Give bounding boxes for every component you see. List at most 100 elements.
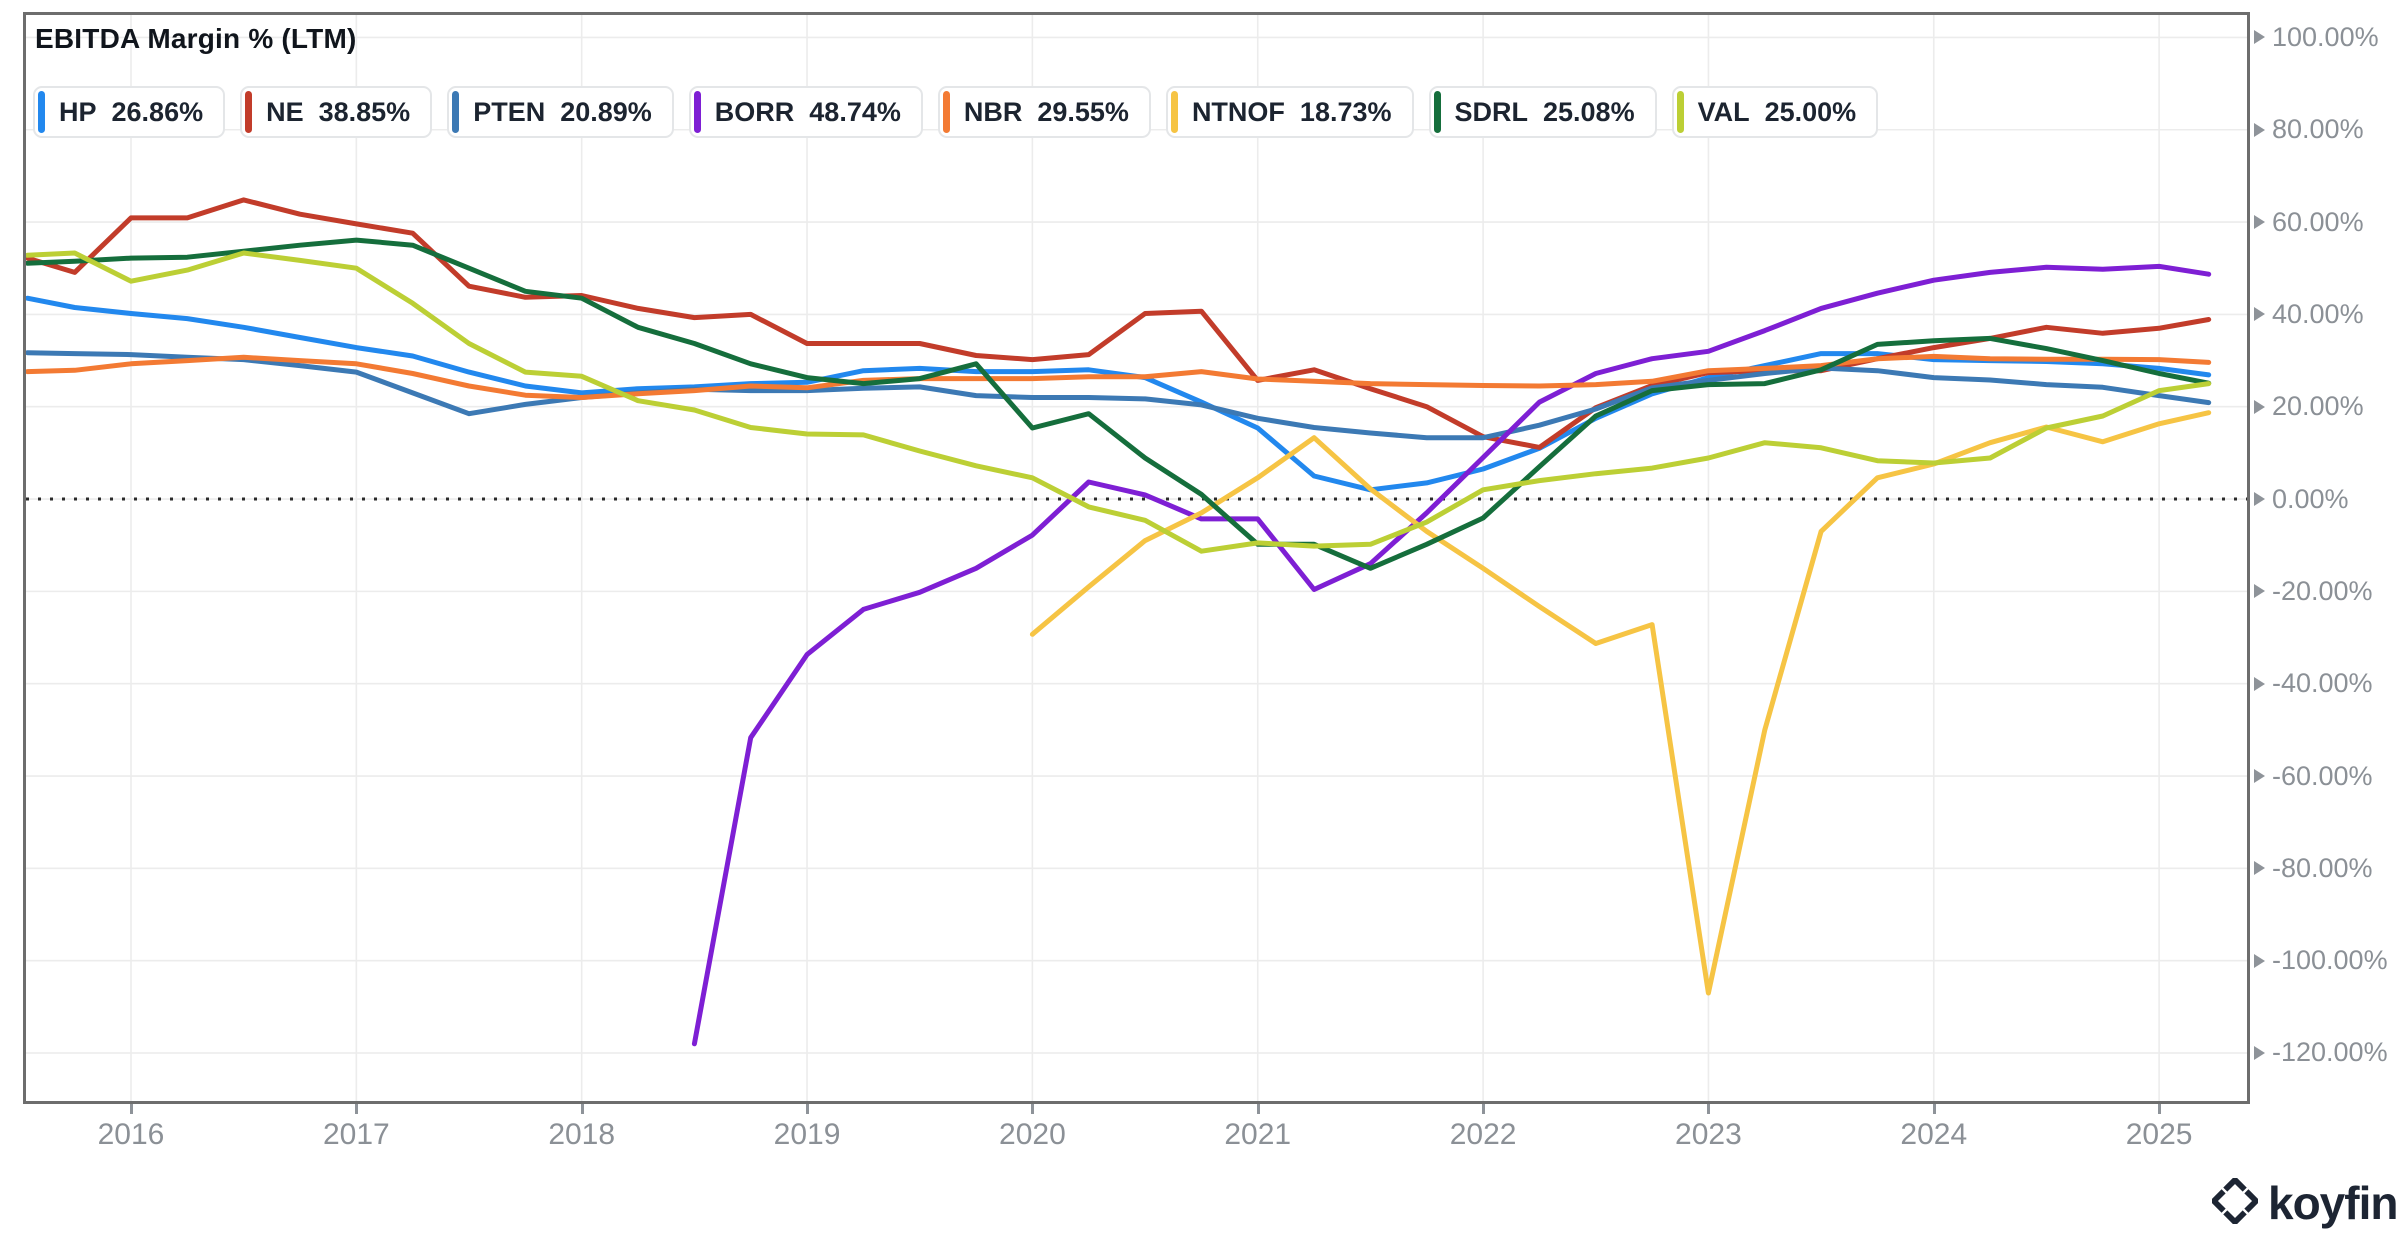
series-line-HP bbox=[26, 295, 2212, 493]
legend-chip-BORR[interactable]: BORR 48.74% bbox=[688, 86, 923, 138]
legend-color-bar bbox=[1676, 91, 1684, 133]
y-tick-text: -60.00% bbox=[2272, 760, 2373, 791]
legend-value: 25.00% bbox=[1764, 96, 1857, 127]
y-axis-label: -60.00% bbox=[2254, 759, 2373, 793]
chart-surface[interactable] bbox=[26, 15, 2247, 1101]
legend-value: 18.73% bbox=[1299, 96, 1392, 127]
koyfin-diamond-icon bbox=[2209, 1175, 2261, 1229]
x-axis-label: 2016 bbox=[97, 1118, 165, 1151]
legend-value: 25.08% bbox=[1543, 96, 1635, 127]
y-axis-label: 40.00% bbox=[2254, 297, 2364, 331]
legend-chip-PTEN[interactable]: PTEN 20.89% bbox=[447, 86, 674, 138]
legend-ticker: VAL bbox=[1697, 96, 1750, 127]
y-tick-arrow-icon bbox=[2254, 30, 2265, 45]
legend-ticker: NBR bbox=[963, 96, 1023, 127]
y-tick-arrow-icon bbox=[2254, 676, 2265, 691]
legend-ticker: SDRL bbox=[1454, 96, 1529, 127]
y-tick-arrow-icon bbox=[2254, 492, 2265, 507]
chart-title: EBITDA Margin % (LTM) bbox=[35, 23, 357, 54]
y-tick-arrow-icon bbox=[2254, 307, 2265, 322]
y-tick-text: -100.00% bbox=[2272, 945, 2388, 976]
legend-chip-NBR[interactable]: NBR 29.55% bbox=[937, 86, 1151, 138]
series-line-BORR bbox=[691, 263, 2212, 1047]
y-tick-text: 60.00% bbox=[2272, 206, 2364, 237]
y-axis-label: -80.00% bbox=[2254, 851, 2373, 885]
y-tick-text: -80.00% bbox=[2272, 852, 2373, 883]
legend: HP 26.86% NE 38.85% PTEN 20.89% BORR 48.74% NBR 2… bbox=[33, 86, 1879, 138]
x-tick-mark bbox=[2158, 1104, 2162, 1114]
x-tick-mark bbox=[355, 1104, 359, 1114]
legend-value: 38.85% bbox=[318, 96, 411, 127]
legend-value: 48.74% bbox=[809, 96, 901, 127]
legend-value: 29.55% bbox=[1037, 96, 1129, 127]
legend-chip-VAL[interactable]: VAL 25.00% bbox=[1671, 86, 1879, 138]
y-axis-label: 80.00% bbox=[2254, 113, 2364, 147]
y-tick-text: 100.00% bbox=[2272, 21, 2379, 52]
y-tick-text: 20.00% bbox=[2272, 391, 2364, 422]
series-line-SDRL bbox=[26, 237, 2212, 571]
legend-color-bar bbox=[38, 91, 45, 133]
legend-color-bar bbox=[452, 91, 460, 133]
y-tick-arrow-icon bbox=[2254, 215, 2265, 230]
series-line-PTEN bbox=[26, 350, 2212, 441]
y-tick-arrow-icon bbox=[2254, 1045, 2265, 1060]
legend-color-bar bbox=[942, 91, 950, 133]
y-axis-label: 100.00% bbox=[2254, 20, 2379, 54]
y-tick-arrow-icon bbox=[2254, 122, 2265, 137]
y-tick-text: -120.00% bbox=[2272, 1037, 2388, 1068]
koyfin-logo: koyfin bbox=[2209, 1175, 2398, 1230]
x-axis-label: 2020 bbox=[999, 1118, 1066, 1151]
y-tick-arrow-icon bbox=[2254, 769, 2265, 784]
y-axis-label: -20.00% bbox=[2254, 574, 2373, 608]
x-axis-label: 2022 bbox=[1449, 1118, 1517, 1151]
legend-ticker: BORR bbox=[714, 96, 795, 127]
y-tick-text: 0.00% bbox=[2272, 483, 2349, 514]
legend-ticker: HP bbox=[59, 96, 97, 127]
legend-value: 20.89% bbox=[560, 96, 652, 127]
x-tick-mark bbox=[1482, 1104, 1486, 1114]
legend-chip-NE[interactable]: NE 38.85% bbox=[240, 86, 433, 138]
legend-ticker: NE bbox=[266, 96, 304, 127]
legend-color-bar bbox=[693, 91, 701, 133]
x-tick-mark bbox=[1031, 1104, 1035, 1114]
x-axis-label: 2019 bbox=[773, 1118, 841, 1151]
x-tick-mark bbox=[580, 1104, 584, 1114]
x-tick-mark bbox=[130, 1104, 133, 1114]
y-axis-label: -100.00% bbox=[2254, 944, 2388, 978]
x-axis-label: 2025 bbox=[2125, 1118, 2193, 1151]
y-tick-arrow-icon bbox=[2254, 861, 2265, 876]
koyfin-wordmark: koyfin bbox=[2268, 1177, 2398, 1229]
legend-color-bar bbox=[1170, 91, 1178, 133]
y-axis-label: 20.00% bbox=[2254, 390, 2364, 424]
x-axis-label: 2021 bbox=[1224, 1118, 1292, 1151]
y-tick-text: 40.00% bbox=[2272, 298, 2364, 329]
series-line-NTNOF bbox=[1029, 410, 2212, 996]
y-tick-text: -40.00% bbox=[2272, 668, 2373, 699]
y-tick-text: -20.00% bbox=[2272, 575, 2373, 606]
y-tick-arrow-icon bbox=[2254, 399, 2265, 414]
x-tick-mark bbox=[1256, 1104, 1260, 1114]
legend-chip-SDRL[interactable]: SDRL 25.08% bbox=[1428, 86, 1657, 138]
legend-value: 26.86% bbox=[111, 96, 204, 127]
legend-color-bar bbox=[245, 91, 253, 133]
x-axis-label: 2017 bbox=[322, 1118, 390, 1151]
legend-chip-HP[interactable]: HP 26.86% bbox=[33, 86, 226, 138]
series-line-NBR bbox=[26, 353, 2212, 400]
legend-chip-NTNOF[interactable]: NTNOF 18.73% bbox=[1165, 86, 1414, 138]
x-axis-label: 2023 bbox=[1675, 1118, 1742, 1151]
y-axis-label: -40.00% bbox=[2254, 667, 2373, 701]
x-tick-mark bbox=[1932, 1104, 1936, 1114]
x-axis-label: 2024 bbox=[1900, 1118, 1968, 1151]
plot-area[interactable]: EBITDA Margin % (LTM) HP 26.86% NE 38.85% PT… bbox=[23, 12, 2250, 1104]
x-tick-mark bbox=[1707, 1104, 1711, 1114]
x-tick-mark bbox=[806, 1104, 810, 1114]
y-tick-arrow-icon bbox=[2254, 953, 2265, 968]
legend-color-bar bbox=[1433, 91, 1441, 133]
y-axis-label: 0.00% bbox=[2254, 482, 2349, 516]
y-tick-arrow-icon bbox=[2254, 584, 2265, 599]
legend-ticker: PTEN bbox=[473, 96, 546, 127]
legend-ticker: NTNOF bbox=[1191, 96, 1285, 127]
series-line-NE bbox=[26, 197, 2212, 450]
y-axis-label: 60.00% bbox=[2254, 205, 2364, 239]
